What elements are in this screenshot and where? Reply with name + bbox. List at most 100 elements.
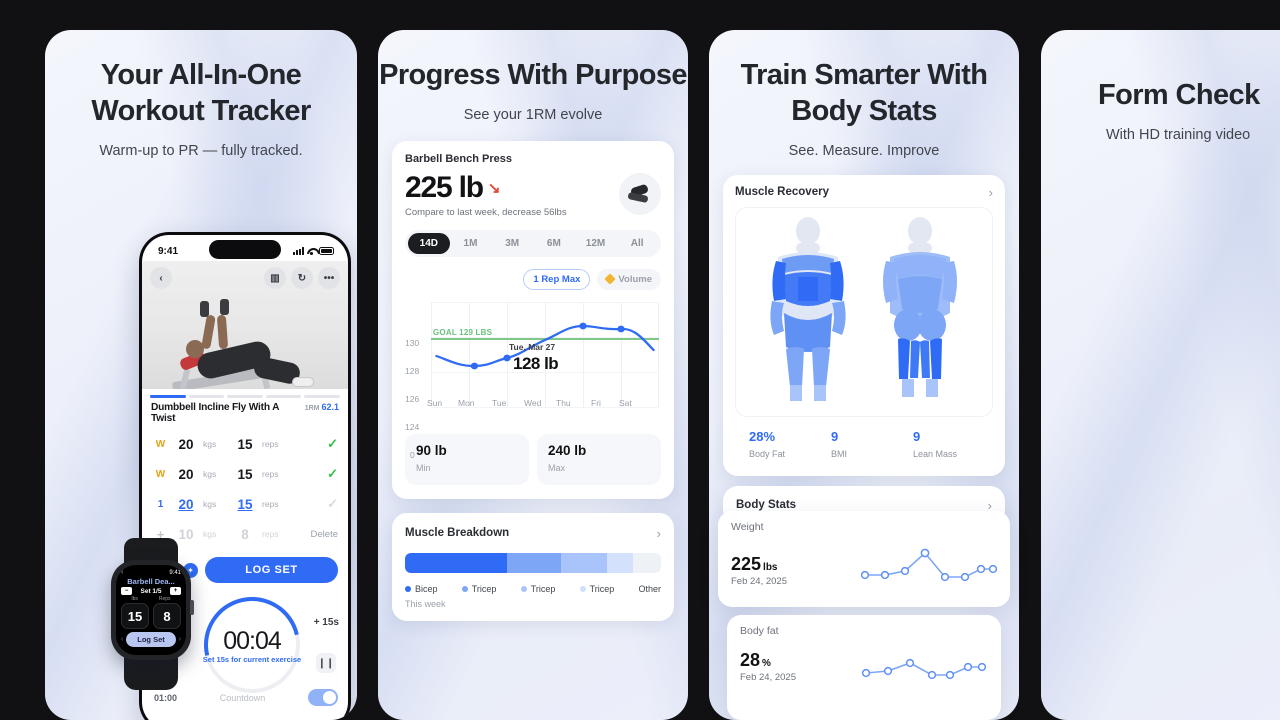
log-set-button[interactable]: LOG SET: [205, 557, 338, 583]
hero-actions: ▥ ↻ •••: [264, 267, 340, 289]
status-icons: [293, 247, 334, 255]
refresh-icon[interactable]: ↻: [291, 267, 313, 289]
one-rep-max-card: Barbell Bench Press 225 lb ↘ Compare to …: [392, 140, 674, 499]
legend-item: Tricep: [579, 584, 614, 594]
set-reps[interactable]: 15: [237, 436, 253, 452]
status-bar: 9:41: [142, 235, 348, 261]
goal-label: GOAL 129 LBS: [433, 327, 493, 337]
set-weight[interactable]: 20: [178, 496, 194, 512]
watch-status-bar: ‹ 9:41: [121, 569, 181, 576]
watch-reps-value[interactable]: 8: [153, 603, 181, 629]
rest-timer-section: 00:04 Set 15s for current exercise + 15s…: [142, 589, 348, 720]
add-15s-button[interactable]: + 15s: [313, 617, 339, 628]
decrement-button[interactable]: −: [121, 587, 132, 595]
muscle-recovery-title: Muscle Recovery: [735, 186, 829, 199]
dumbbell-icon: [220, 299, 229, 315]
exercise-name: Barbell Bench Press: [405, 152, 512, 165]
athlete-arm: [216, 314, 229, 350]
digital-crown-icon[interactable]: [190, 600, 194, 615]
watch-set-row: − Set 1/5 +: [121, 587, 181, 595]
page-title: Train Smarter With Body Stats: [740, 59, 988, 127]
chip-volume[interactable]: Volume: [597, 268, 661, 290]
table-row[interactable]: W 20 kgs 15 reps ✓: [142, 459, 348, 489]
range-selector: 14D 1M 3M 6M 12M All: [405, 229, 661, 257]
pause-icon[interactable]: ❙❙: [316, 653, 336, 673]
muscle-map: [735, 206, 993, 417]
x-tick: Mon: [458, 397, 475, 408]
timer-ring: [204, 597, 300, 693]
muscle-breakdown-card[interactable]: Muscle Breakdown › Bicep Tricep Tricep T…: [392, 512, 674, 621]
table-row[interactable]: 1 20 kgs 15 reps ✓: [142, 489, 348, 519]
back-icon[interactable]: ‹: [150, 267, 172, 289]
athlete-head: [186, 340, 204, 358]
page-subtitle: With HD training video: [1106, 126, 1251, 143]
cellular-signal-icon: [293, 247, 304, 255]
stat-body-fat: 28% Body Fat: [749, 428, 786, 459]
trend-down-icon: ↘: [487, 179, 501, 197]
min-value: 90 lb: [416, 442, 447, 458]
chevron-right-icon[interactable]: ›: [987, 497, 992, 513]
watch-mockup: ‹ 9:41 Barbell Dea... − Set 1/5 + lbs Re…: [105, 538, 197, 690]
watch-log-set-button[interactable]: Log Set: [126, 632, 176, 647]
chevron-right-icon[interactable]: ›: [988, 184, 993, 200]
legend-item: Tricep: [520, 584, 555, 594]
range-6m[interactable]: 6M: [546, 237, 561, 249]
body-fat-stat-card[interactable]: Body fat 28% Feb 24, 2025: [727, 615, 1001, 720]
table-row-add[interactable]: + 10 kgs 8 reps Delete: [142, 519, 348, 549]
check-icon[interactable]: ✓: [327, 436, 338, 451]
lbs-label: lbs: [131, 596, 138, 602]
chip-one-rep-max[interactable]: 1 Rep Max: [523, 268, 591, 290]
body-fat-date: Feb 24, 2025: [740, 672, 796, 683]
range-all[interactable]: All: [630, 237, 644, 249]
set-reps-placeholder: 8: [241, 526, 249, 542]
rest-timer-value: 00:04: [223, 627, 282, 655]
chevron-right-icon[interactable]: ›: [656, 525, 661, 541]
athlete-arm: [201, 314, 216, 350]
prev-icon[interactable]: ‹: [121, 636, 124, 643]
check-icon[interactable]: ✓: [327, 496, 338, 511]
add-set-icon[interactable]: +: [156, 526, 165, 542]
x-tick: Wed: [524, 397, 542, 408]
watch-values: 15 8: [121, 603, 181, 629]
increment-button[interactable]: +: [170, 587, 181, 595]
current-weight: 225 lb ↘: [405, 170, 501, 204]
check-icon[interactable]: ✓: [327, 466, 338, 481]
set-reps[interactable]: 15: [237, 466, 253, 482]
watch-time: 9:41: [169, 569, 181, 576]
y-tick: 126: [405, 393, 420, 404]
watch-screen: ‹ 9:41 Barbell Dea... − Set 1/5 + lbs Re…: [116, 565, 186, 655]
stats-icon[interactable]: ▥: [264, 267, 286, 289]
body-stat-summary: 28% Body Fat 9 BMI 9 Lean Mass: [735, 417, 993, 476]
range-3m[interactable]: 3M: [505, 237, 520, 249]
muscle-recovery-header: Muscle Recovery ›: [735, 185, 993, 200]
countdown-label: Countdown: [219, 692, 266, 703]
back-icon[interactable]: ‹: [121, 569, 124, 576]
set-reps[interactable]: 15: [237, 496, 253, 512]
weight-stat-card[interactable]: Weight 225 lbs Feb 24, 2025: [718, 511, 1010, 607]
promo-panel-1: Your All-In-One Workout Tracker Warm-up …: [45, 30, 357, 720]
exercise-header: Dumbbell Incline Fly With A Twist 1RM 62.…: [142, 401, 348, 429]
countdown-toggle[interactable]: [307, 689, 338, 706]
more-icon[interactable]: •••: [318, 267, 340, 289]
x-tick: Sun: [427, 397, 443, 408]
muscle-recovery-card[interactable]: Muscle Recovery ›: [723, 174, 1005, 476]
weight-row: 225 lb ↘ Compare to last week, decrease …: [405, 171, 661, 218]
next-icon[interactable]: ›: [178, 636, 181, 643]
set-weight[interactable]: 20: [178, 436, 194, 452]
min-label: Min: [416, 462, 431, 473]
table-row[interactable]: W 20 kgs 15 reps ✓: [142, 429, 348, 459]
weight-sparkline: [860, 548, 997, 582]
range-14d[interactable]: 14D: [408, 232, 450, 254]
exercise-video-hero: ‹ ▥ ↻ •••: [142, 261, 348, 389]
range-1m[interactable]: 1M: [463, 237, 478, 249]
delete-button[interactable]: Delete: [310, 528, 338, 540]
x-tick: Thu: [556, 397, 571, 408]
body-front-icon: [770, 216, 846, 401]
legend-item: Other: [638, 583, 661, 594]
set-weight[interactable]: 20: [178, 466, 194, 482]
range-12m[interactable]: 12M: [585, 237, 606, 249]
weight-date: Feb 24, 2025: [731, 576, 787, 587]
watch-lbs-value[interactable]: 15: [121, 603, 149, 629]
x-tick: Sat: [619, 397, 632, 408]
